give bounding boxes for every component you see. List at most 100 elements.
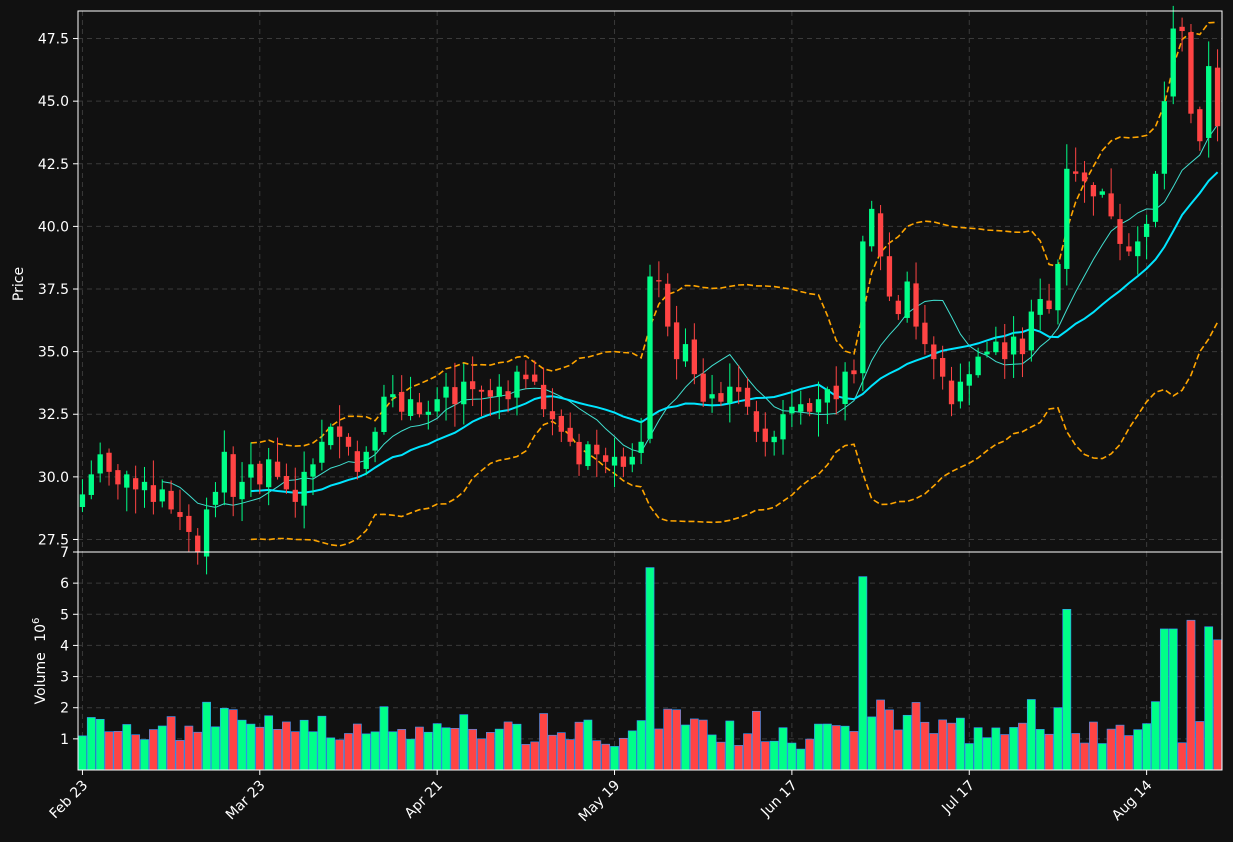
candle	[115, 464, 121, 500]
candle	[727, 363, 733, 423]
volume-bar	[698, 719, 708, 771]
candle	[239, 462, 245, 522]
volume-y-tick-label: 4	[60, 638, 69, 654]
candle	[913, 262, 919, 340]
volume-bar	[423, 731, 433, 771]
volume-bar	[574, 721, 584, 771]
candle-body	[585, 444, 591, 467]
bollinger-lower-line	[250, 321, 1219, 547]
candle	[1152, 170, 1159, 228]
candle	[505, 380, 511, 413]
candle-body	[1206, 66, 1212, 138]
volume-bar	[1044, 733, 1054, 771]
candle-body	[425, 411, 431, 415]
candle	[1143, 214, 1150, 260]
candle	[425, 400, 431, 430]
price-y-tick-label: 42.5	[38, 157, 69, 173]
volume-panel-frame	[77, 551, 1223, 771]
volume-axis-label: Volume 106	[31, 618, 49, 705]
candle-body	[1090, 184, 1097, 197]
candle	[478, 385, 485, 417]
price-grid	[78, 11, 1222, 552]
candle-body	[798, 404, 804, 412]
candle	[789, 389, 795, 427]
candle	[203, 497, 210, 575]
candle-body	[407, 399, 414, 416]
volume-bar	[964, 743, 974, 771]
candle-body	[336, 426, 343, 437]
candle	[310, 458, 316, 496]
candle-body	[97, 454, 103, 474]
volume-bar	[264, 715, 274, 771]
volume-bar	[938, 719, 948, 771]
candle	[869, 200, 875, 252]
candle	[487, 378, 494, 417]
candle-body	[1046, 300, 1052, 310]
volume-bar	[814, 723, 823, 771]
volume-bar	[619, 737, 628, 771]
candle-body	[159, 489, 165, 502]
candle	[540, 367, 547, 417]
volume-bar	[78, 735, 87, 771]
candle	[744, 377, 751, 415]
candle	[124, 470, 130, 512]
candle-body	[203, 509, 210, 557]
volume-bar	[1035, 729, 1045, 771]
candle-body	[319, 441, 325, 463]
candle-body	[629, 456, 635, 465]
candle	[665, 273, 671, 337]
candle-body	[1055, 263, 1061, 311]
candle-body	[292, 489, 298, 502]
candle	[975, 347, 981, 378]
candle	[390, 375, 396, 408]
candle-body	[638, 441, 644, 453]
candle-body	[1002, 342, 1008, 360]
volume-bar	[539, 713, 548, 771]
volume-bar	[991, 727, 1001, 771]
candle	[79, 479, 86, 513]
volume-bar	[441, 727, 451, 771]
candle-body	[948, 380, 955, 405]
candle-body	[1081, 172, 1088, 182]
volume-bar	[636, 720, 646, 771]
candle-body	[762, 428, 768, 442]
volume-axis-label-text: Volume	[33, 652, 49, 704]
candle-body	[1214, 67, 1221, 127]
candle	[602, 447, 609, 474]
volume-bar	[1080, 742, 1089, 771]
volume-bar	[1142, 723, 1151, 771]
candle-body	[656, 280, 662, 282]
candle-body	[718, 393, 724, 402]
candle	[815, 381, 822, 437]
candle-body	[1073, 171, 1079, 174]
candle-body	[523, 374, 529, 380]
candle	[381, 384, 387, 435]
candle	[806, 398, 813, 417]
volume-bar	[184, 725, 194, 771]
volume-bar	[104, 731, 114, 771]
candle	[177, 489, 183, 531]
candle-body	[132, 478, 139, 490]
candle	[718, 381, 724, 407]
candle-body	[851, 370, 857, 375]
candle	[496, 374, 502, 420]
volume-bar	[840, 725, 850, 771]
candle-body	[469, 381, 476, 390]
candle-body	[1108, 193, 1114, 217]
candle	[851, 359, 857, 384]
candle	[336, 405, 343, 459]
volume-bar	[370, 731, 380, 771]
volume-bar	[290, 731, 300, 771]
candle-body	[266, 459, 272, 488]
candle	[266, 447, 272, 506]
price-y-tick-label: 47.5	[38, 32, 69, 48]
volume-bar	[707, 734, 717, 771]
candle	[257, 460, 263, 495]
volume-bar	[228, 709, 238, 771]
volume-bar	[1000, 734, 1010, 771]
candle	[585, 441, 591, 470]
volume-bar	[122, 724, 132, 771]
candle	[292, 467, 298, 518]
volume-bar	[1009, 727, 1018, 771]
volume-bar	[769, 740, 779, 771]
